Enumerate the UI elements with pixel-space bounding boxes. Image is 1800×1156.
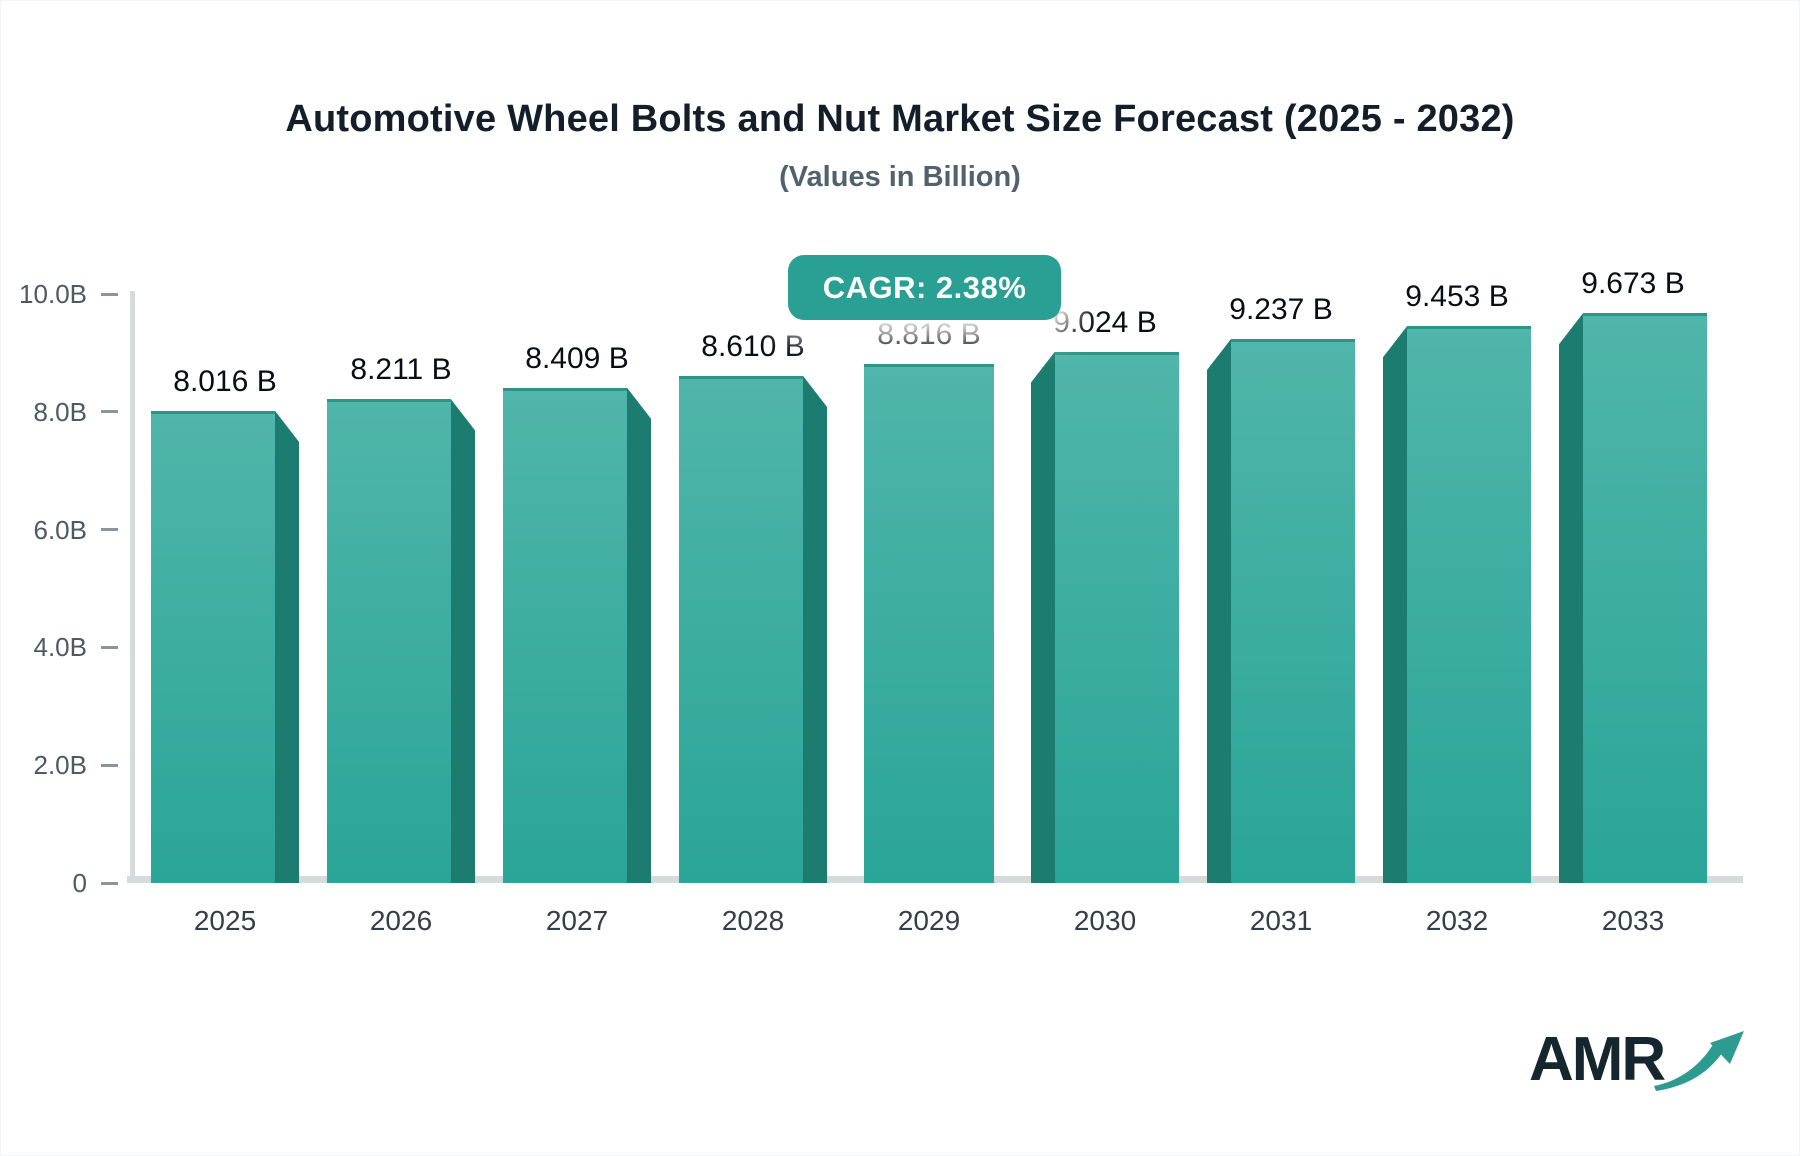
y-tick-mark [101,881,118,885]
cagr-badge: CAGR: 2.38% [788,255,1061,320]
x-axis-label: 2033 [1601,905,1665,936]
y-tick-label: 10.0B [19,279,87,309]
bar-2025 [151,410,299,883]
amr-logo: AMR [1529,1029,1746,1095]
x-axis-label: 2028 [721,905,785,936]
y-tick-mark [101,410,118,414]
x-axis-label: 2032 [1425,905,1489,936]
bar-face [151,410,275,883]
bar-value-label: 8.016 B [173,364,277,398]
plot-area: 8.016 B 2025 8.211 B 2026 8.409 B 2027 8.610 B… [151,267,1707,936]
bar-face [1231,338,1355,883]
bar-face [327,399,451,883]
arrow-head [1710,1031,1745,1064]
x-axis-label: 2027 [545,905,609,936]
bar-value-label: 8.211 B [350,353,452,387]
y-tick-mark [101,645,118,649]
x-axis-label: 2026 [369,905,433,936]
amr-logo-text: AMR [1529,1025,1666,1094]
y-axis-line [130,291,135,883]
bar-face [679,375,803,883]
bar-face [503,387,627,883]
amr-logo-arrow-icon [1654,1031,1745,1091]
bar-2033 [1559,313,1707,883]
bar-2029 [864,363,994,883]
bar-2028 [679,375,827,883]
bar-face [1055,351,1179,883]
bar-face [1583,313,1707,883]
bar-2027 [503,387,651,883]
bar-side-shade [275,410,299,883]
y-tick-label: 0 [72,868,87,898]
bar-side-shade [1031,351,1055,883]
arrow-swoosh [1654,1041,1727,1091]
bar-2032 [1383,326,1531,883]
bar-side-shade [451,399,475,883]
bar-value-label: 9.237 B [1229,292,1333,326]
y-tick-label: 4.0B [33,632,88,663]
bar-value-label: 9.453 B [1405,280,1509,314]
chart-subtitle: (Values in Billion) [779,161,1021,193]
bar-value-label: 8.610 B [701,329,805,363]
x-axis-label: 2031 [1249,905,1313,936]
bar-side-shade [1383,326,1407,883]
x-axis-label: 2025 [193,905,257,936]
y-tick-mark [101,763,118,767]
y-tick-mark [101,528,118,532]
bar-side-shade [1559,313,1583,883]
bar-2026 [327,399,475,883]
bar-value-label: 8.409 B [525,341,629,375]
bar-value-label: 9.673 B [1581,267,1685,301]
y-tick-label: 6.0B [33,514,88,545]
bar-side-shade [1207,338,1231,883]
chart-header: Automotive Wheel Bolts and Nut Market Si… [1,97,1799,194]
x-axis-label: 2029 [897,905,961,936]
bar-value-label: 9.024 B [1053,305,1157,339]
chart-title: Automotive Wheel Bolts and Nut Market Si… [285,98,1515,140]
bar-2031 [1207,338,1355,883]
bar-face [1407,326,1531,883]
y-tick-label: 8.0B [33,396,88,427]
bar-side-shade [803,375,827,883]
bar-value-label: 8.816 B [877,317,981,351]
y-tick-label: 2.0B [33,750,88,781]
bar-side-shade [627,387,651,883]
y-tick-mark [101,292,118,296]
x-axis-label: 2030 [1073,905,1137,936]
bar-face [864,363,994,883]
bar-2030 [1031,351,1179,883]
